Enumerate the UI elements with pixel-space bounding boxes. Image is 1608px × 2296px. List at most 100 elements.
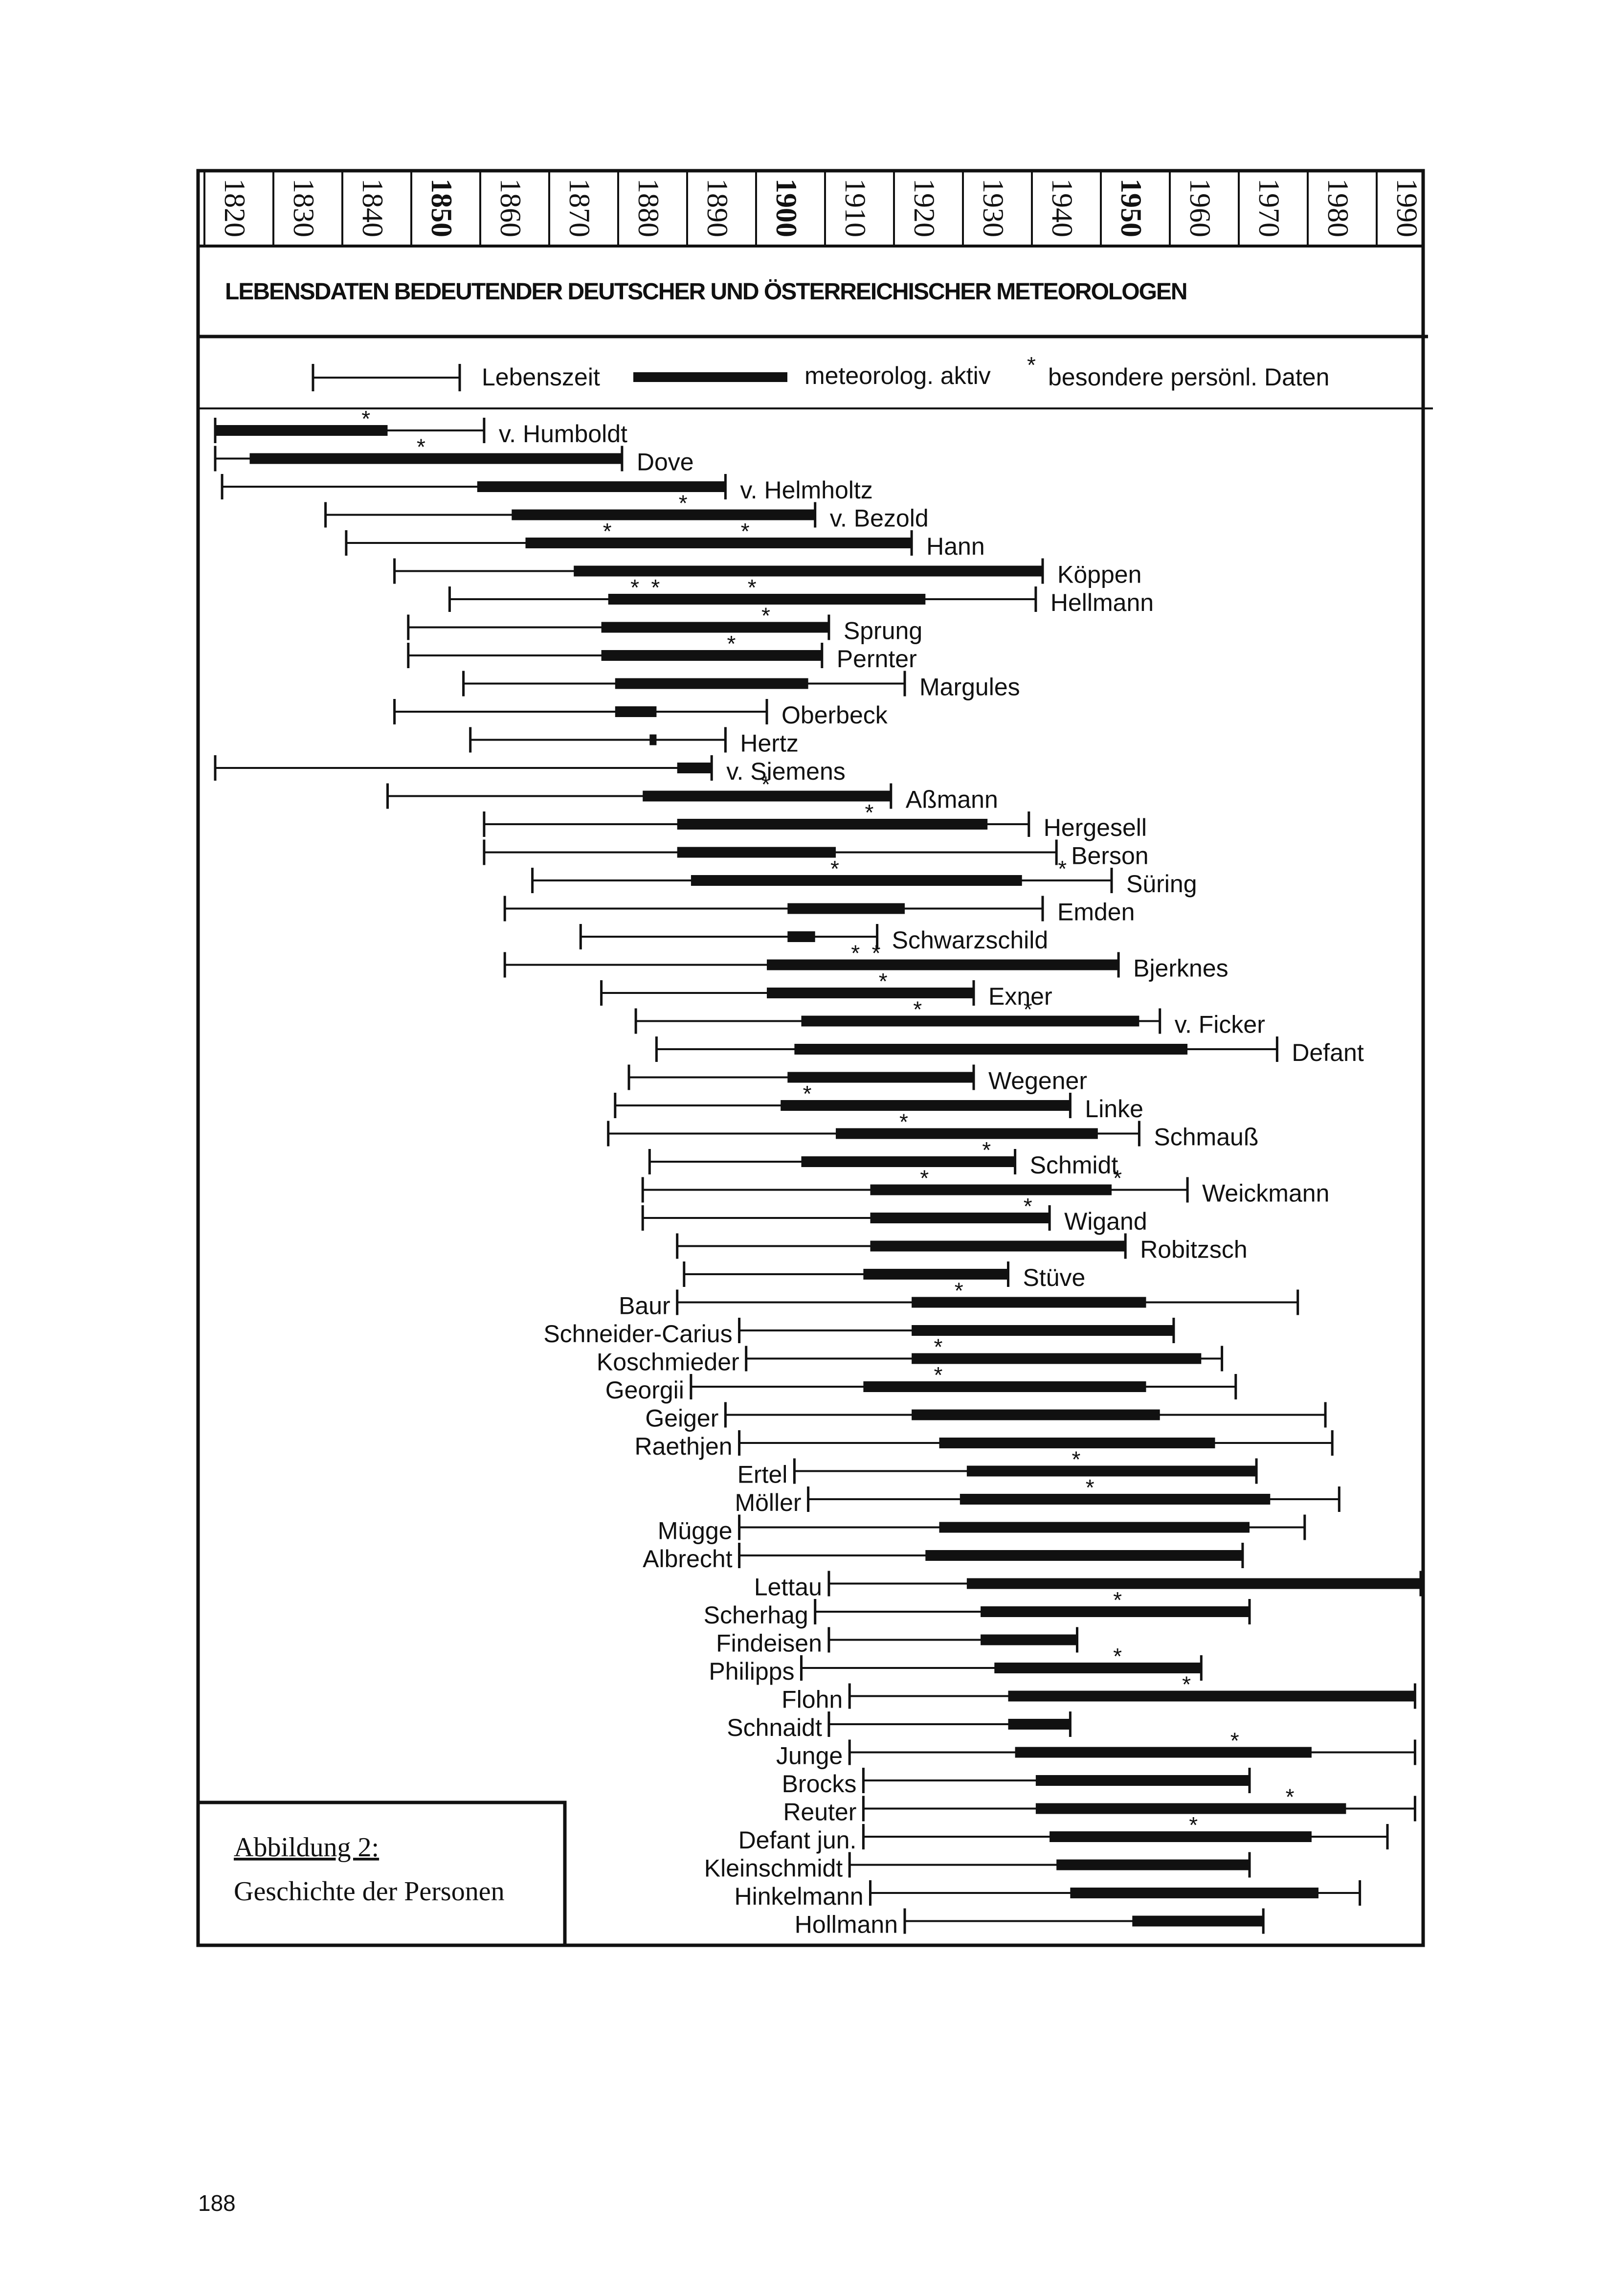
person-name-label: Hann (926, 533, 985, 560)
legend-active-label: meteorolog. aktiv (804, 362, 991, 389)
person-name-label: Schneider-Carius (543, 1320, 732, 1348)
year-tick-label: 1960 (1184, 179, 1216, 237)
personal-data-star: * (761, 603, 770, 629)
person-name-label: Dove (637, 449, 694, 476)
active-period-bar (912, 1325, 1174, 1336)
active-period-bar (966, 1578, 1421, 1589)
year-tick-label: 1850 (425, 179, 458, 237)
active-period-bar (836, 1128, 1098, 1139)
caption-subtitle: Geschichte der Personen (234, 1876, 505, 1907)
person-name-label: Mügge (658, 1517, 733, 1545)
person-row: * * Weickmann (641, 1166, 1329, 1207)
active-period-bar (215, 425, 388, 436)
person-name-label: Baur (619, 1292, 670, 1320)
year-tick-label: 1870 (563, 179, 596, 237)
person-name-label: Schmidt (1030, 1151, 1118, 1179)
personal-data-star: * (879, 968, 888, 994)
active-period-bar (677, 763, 712, 773)
personal-data-star: * (920, 1166, 929, 1191)
active-period-bar (608, 594, 926, 605)
active-period-bar (601, 622, 829, 633)
person-row: Findeisen (716, 1627, 1078, 1657)
personal-data-star: * (1024, 1193, 1032, 1219)
person-name-label: Philipps (709, 1658, 794, 1685)
personal-data-star: * (1189, 1812, 1198, 1838)
person-row: * Baur (619, 1278, 1299, 1320)
legend: Lebenszeit meteorolog. aktiv * besondere… (312, 352, 1329, 391)
personal-data-star: * (955, 1278, 963, 1304)
person-row: Robitzsch (676, 1233, 1248, 1263)
person-name-label: Wigand (1064, 1208, 1147, 1235)
active-period-bar (649, 734, 657, 745)
person-name-label: Pernter (837, 645, 917, 673)
person-name-label: Ertel (737, 1461, 788, 1488)
person-row: v. Siemens (214, 755, 846, 785)
year-tick-label: 1900 (770, 179, 803, 237)
person-name-label: Emden (1057, 899, 1135, 926)
person-row: * Linke (614, 1081, 1143, 1123)
person-name-label: Raethjen (634, 1433, 732, 1460)
person-row: Berson (483, 839, 1149, 870)
person-name-label: Geiger (645, 1405, 718, 1432)
person-row: * Schmidt (648, 1137, 1118, 1179)
person-row: Wegener (627, 1064, 1087, 1095)
personal-data-star: * (1286, 1784, 1295, 1810)
caption-title: Abbildung 2: (234, 1832, 379, 1863)
person-row: * Philipps (709, 1643, 1203, 1685)
personal-data-star: * (1113, 1166, 1122, 1191)
active-period-bar (1035, 1775, 1250, 1786)
personal-data-star: * (1113, 1643, 1122, 1669)
active-period-bar (677, 819, 988, 830)
person-name-label: Margules (919, 674, 1020, 701)
year-tick-label: 1910 (839, 179, 871, 237)
legend-star-symbol: * (1027, 352, 1036, 378)
person-row: Schwarzschild (579, 924, 1048, 954)
personal-data-star: * (1182, 1672, 1191, 1697)
active-period-bar (677, 847, 836, 858)
person-name-label: Hinkelmann (734, 1883, 863, 1910)
active-period-bar (1015, 1747, 1312, 1758)
person-name-label: Findeisen (716, 1630, 822, 1657)
person-row: Schneider-Carius (543, 1318, 1175, 1348)
person-row: * * Bjerknes (503, 941, 1228, 982)
person-name-label: Bjerknes (1133, 955, 1228, 982)
personal-data-star: * (934, 1334, 943, 1360)
active-period-bar (912, 1409, 1160, 1420)
active-period-bar (870, 1184, 1112, 1195)
person-row: Brocks (782, 1768, 1251, 1798)
legend-active-bar (633, 372, 787, 382)
person-name-label: Defant (1292, 1039, 1363, 1066)
personal-data-star: * (803, 1081, 812, 1106)
active-period-bar (1008, 1690, 1415, 1702)
person-row: * * v. Ficker (634, 997, 1265, 1038)
person-row: * Sprung (407, 603, 922, 645)
chart-title: LEBENSDATEN BEDEUTENDER DEUTSCHER UND ÖS… (225, 279, 1187, 305)
person-row: * Aßmann (386, 772, 998, 813)
person-row: Hertz (469, 727, 799, 757)
active-period-bar (870, 1240, 1126, 1252)
person-name-label: Möller (735, 1489, 801, 1516)
active-period-bar (912, 1297, 1146, 1308)
personal-data-star: * (651, 575, 660, 600)
active-period-bar (960, 1494, 1271, 1505)
person-name-label: Wegener (988, 1067, 1087, 1095)
active-period-bar (512, 509, 815, 520)
person-name-label: v. Helmholtz (740, 476, 872, 504)
person-row: * * Hann (345, 518, 985, 560)
person-row: * Defant jun. (738, 1812, 1389, 1854)
person-name-label: Köppen (1057, 561, 1141, 588)
active-period-bar (912, 1353, 1202, 1364)
year-tick-label: 1930 (977, 179, 1009, 237)
active-period-bar (601, 650, 822, 661)
year-tick-label: 1860 (494, 179, 527, 237)
person-name-label: Brocks (782, 1770, 857, 1798)
personal-data-star: * (761, 772, 770, 797)
personal-data-star: * (1113, 1587, 1122, 1613)
person-row: Oberbeck (393, 699, 888, 729)
person-row: * Georgii (605, 1362, 1237, 1404)
active-period-bar (939, 1438, 1215, 1448)
personal-data-star: * (727, 631, 736, 656)
personal-data-star: * (872, 941, 881, 966)
